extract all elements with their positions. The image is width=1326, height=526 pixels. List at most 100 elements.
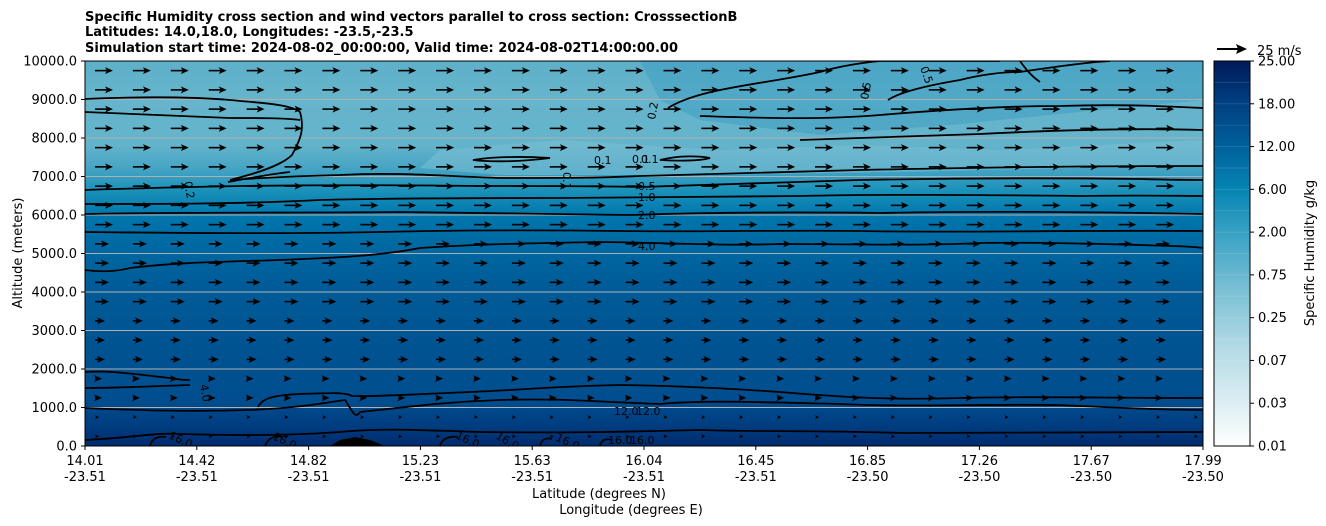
wind-vector — [1118, 415, 1123, 420]
wind-vector — [360, 259, 375, 267]
colorbar-ticks: 0.01 0.03 0.07 0.25 0.75 2.00 6.00 12.00 18.00 25… — [1250, 55, 1295, 455]
wind-vector — [473, 298, 488, 306]
wind-vector — [852, 298, 867, 306]
wind-vector — [1004, 240, 1019, 248]
wind-vector — [208, 163, 227, 171]
wind-vector — [170, 336, 181, 344]
wind-vector — [95, 144, 113, 152]
wind-vector — [284, 317, 295, 325]
y-axis-ticks: 0.0 1000.0 2000.0 3000.0 4000.0 5000.0 6000.0 7… — [23, 55, 85, 455]
wind-vector — [246, 336, 257, 344]
wind-vector — [246, 221, 265, 229]
contour-line — [149, 435, 613, 446]
wind-vector — [1042, 317, 1053, 325]
wind-vector — [852, 144, 871, 152]
wind-vector — [587, 298, 602, 306]
wind-vector — [208, 86, 227, 94]
wind-vector — [1042, 124, 1061, 132]
wind-vector — [890, 144, 909, 152]
wind-vector — [1155, 375, 1164, 383]
wind-vector — [889, 375, 898, 383]
wind-vector — [739, 259, 754, 267]
wind-vector — [739, 278, 754, 286]
wind-vector — [284, 163, 303, 171]
wind-vector — [1004, 182, 1023, 190]
wind-vector — [815, 86, 834, 94]
wind-vector — [436, 67, 455, 75]
wind-vector — [1118, 278, 1133, 286]
wind-vector — [169, 375, 178, 383]
wind-vector — [1004, 434, 1009, 439]
wind-vector — [360, 415, 365, 420]
wind-vector — [966, 105, 985, 113]
wind-vector — [701, 124, 720, 132]
wind-vector — [701, 336, 712, 344]
wind-vector — [322, 144, 341, 152]
wind-vector — [132, 144, 151, 152]
wind-vector — [965, 394, 974, 402]
colorbar-tick-label: 18.00 — [1258, 97, 1295, 112]
wind-vector — [284, 240, 299, 248]
wind-vector — [1004, 355, 1015, 363]
wind-vector — [472, 394, 481, 402]
wind-vector — [1118, 105, 1137, 113]
wind-vector — [1042, 201, 1061, 209]
wind-vector — [966, 201, 985, 209]
y-tick-label: 9000.0 — [32, 93, 78, 108]
wind-vector — [398, 415, 403, 420]
wind-vector — [246, 163, 265, 171]
wind-vector — [966, 163, 985, 171]
wind-vector — [587, 86, 606, 94]
x-tick-label-lat: 16.85 — [849, 454, 886, 469]
wind-vector — [928, 355, 939, 363]
wind-vector — [95, 336, 105, 344]
wind-vector — [436, 182, 455, 190]
contour-label: 0.5 — [858, 81, 874, 100]
wind-vector — [170, 278, 185, 286]
wind-vector — [928, 278, 943, 286]
colorbar-label: Specific Humidity g/kg — [1303, 180, 1318, 326]
wind-vector — [95, 163, 113, 171]
wind-vector — [852, 415, 857, 420]
wind-vector — [246, 278, 261, 286]
wind-vector — [208, 434, 213, 439]
wind-vector — [170, 434, 175, 439]
wind-vector — [966, 278, 981, 286]
wind-vector — [1117, 394, 1126, 402]
wind-vector — [511, 221, 530, 229]
wind-vector — [549, 415, 554, 420]
x-tick-label-lon: -23.50 — [1070, 470, 1112, 485]
wind-vector — [852, 182, 871, 190]
wind-vector — [1155, 394, 1164, 402]
wind-vector — [360, 278, 375, 286]
wind-vector — [777, 144, 796, 152]
wind-vector — [587, 336, 598, 344]
wind-vector — [739, 86, 758, 94]
wind-vector — [814, 394, 823, 402]
wind-vector — [928, 415, 933, 420]
contour-label: 0.2 — [181, 180, 197, 199]
wind-vector — [246, 124, 265, 132]
wind-vector — [170, 67, 189, 75]
contour-line — [472, 156, 551, 163]
wind-vector — [1118, 144, 1137, 152]
wind-vector — [473, 124, 492, 132]
wind-vector — [777, 201, 796, 209]
wind-vector — [1156, 67, 1175, 75]
wind-vector — [322, 163, 341, 171]
contour-line — [85, 229, 1203, 235]
wind-vector — [928, 163, 947, 171]
wind-vector — [701, 355, 712, 363]
wind-vector — [511, 317, 522, 325]
wind-vector — [625, 221, 644, 229]
wind-vector — [246, 259, 261, 267]
wind-vector — [701, 259, 716, 267]
wind-vector — [132, 201, 151, 209]
colorbar-frame — [1213, 60, 1251, 447]
x-tick-label-lat: 17.26 — [961, 454, 998, 469]
wind-vector — [208, 182, 227, 190]
wind-vector — [1042, 336, 1053, 344]
wind-vector — [1118, 434, 1123, 439]
wind-vector — [1042, 434, 1047, 439]
wind-vector — [966, 144, 985, 152]
